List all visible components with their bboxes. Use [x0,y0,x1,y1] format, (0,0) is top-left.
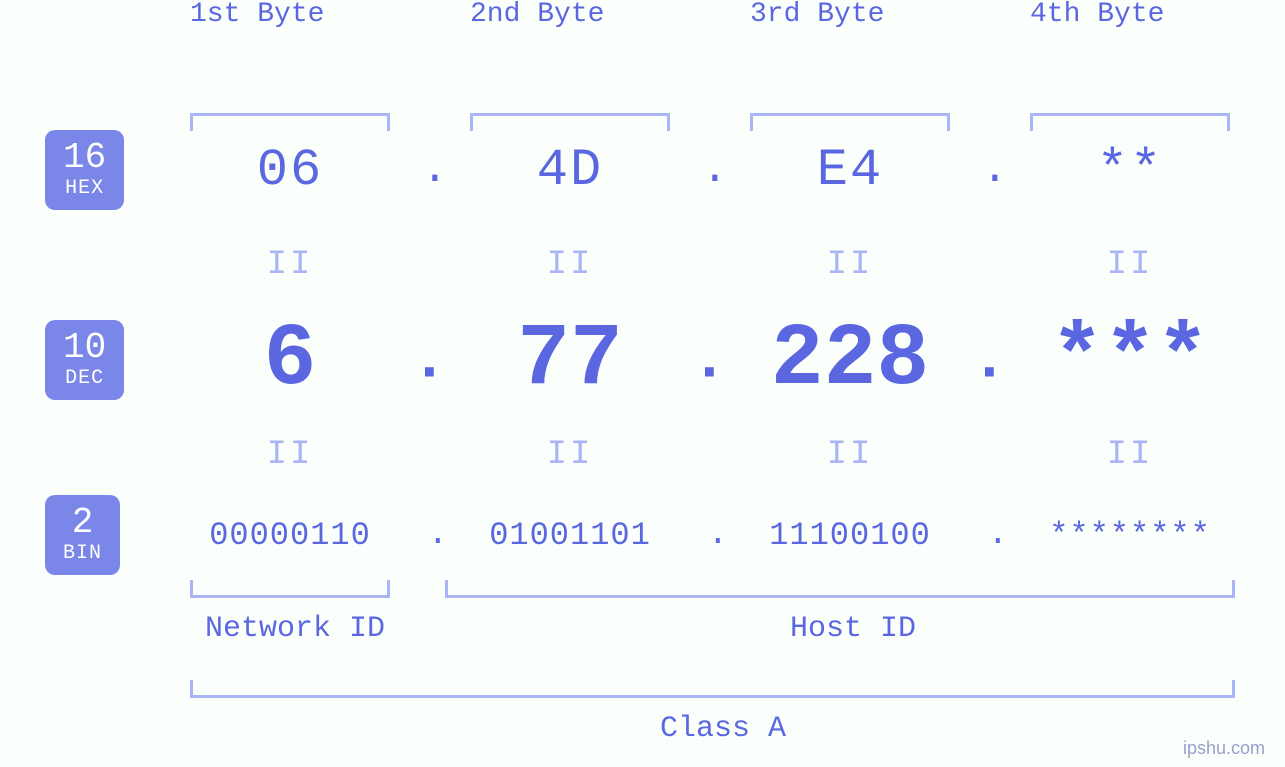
bin-byte-3: 11100100 [769,517,931,554]
host-id-label: Host ID [790,612,916,646]
hex-byte-1: 06 [257,141,323,200]
hex-byte-2: 4D [537,141,603,200]
network-id-label: Network ID [205,612,385,646]
hex-byte-3: E4 [817,141,883,200]
dec-badge: 10 DEC [45,320,124,400]
watermark: ipshu.com [1183,738,1265,759]
bin-byte-1: 00000110 [209,517,371,554]
dec-byte-2: 77 [517,311,623,410]
equals-icon: II [267,246,314,284]
hex-byte-4: ** [1097,141,1163,200]
bin-byte-4: ******** [1049,517,1211,554]
hex-badge: 16 HEX [45,130,124,210]
host-id-bracket [445,580,1235,598]
class-bracket [190,680,1235,698]
dec-byte-1: 6 [264,311,317,410]
class-label: Class A [660,712,786,746]
dec-byte-4: *** [1051,311,1209,410]
ip-representation-grid: 1st Byte 2nd Byte 3rd Byte 4th Byte 16 H… [0,0,1285,730]
network-id-bracket [190,580,390,598]
bin-badge: 2 BIN [45,495,120,575]
bin-byte-2: 01001101 [489,517,651,554]
dec-byte-3: 228 [771,311,929,410]
